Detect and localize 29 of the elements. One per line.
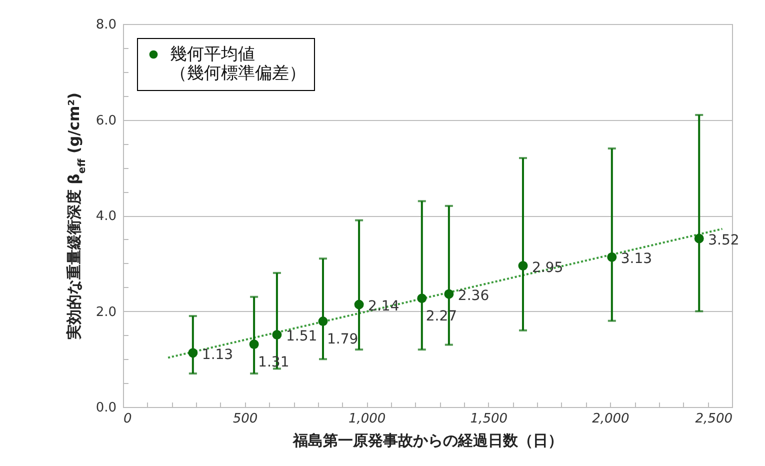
x-axis-title: 福島第一原発事故からの経過日数（日） bbox=[292, 432, 563, 450]
point bbox=[272, 330, 282, 340]
y-tick-label: 8.0 bbox=[96, 18, 116, 32]
y-tick-label: 6.0 bbox=[96, 113, 116, 128]
data-label: 1.79 bbox=[326, 331, 358, 348]
data-label: 2.36 bbox=[458, 288, 490, 304]
point bbox=[417, 294, 427, 304]
x-tick-label: 0 bbox=[124, 412, 132, 426]
x-tick-label: 1,500 bbox=[470, 412, 508, 426]
data-label: 3.13 bbox=[620, 251, 652, 268]
point bbox=[188, 348, 198, 358]
y-tick-label: 2.0 bbox=[96, 304, 116, 320]
x-tick-label: 2,000 bbox=[592, 412, 630, 426]
legend-label: 幾何平均値（幾何標準偏差） bbox=[170, 44, 306, 84]
point bbox=[694, 234, 704, 244]
data-label: 3.52 bbox=[708, 232, 740, 248]
point bbox=[444, 289, 454, 299]
point bbox=[518, 261, 528, 270]
point bbox=[354, 300, 364, 310]
point bbox=[318, 316, 328, 326]
y-tick-label: 0.0 bbox=[96, 400, 116, 416]
point bbox=[249, 340, 259, 350]
y-tick-label: 4.0 bbox=[96, 209, 116, 224]
x-tick-label: 1,000 bbox=[348, 412, 386, 426]
x-tick-label: 500 bbox=[232, 412, 258, 426]
x-tick-label: 2,500 bbox=[695, 412, 732, 426]
data-label: 1.13 bbox=[202, 346, 234, 363]
point bbox=[607, 252, 617, 262]
data-label: 1.51 bbox=[286, 328, 318, 345]
